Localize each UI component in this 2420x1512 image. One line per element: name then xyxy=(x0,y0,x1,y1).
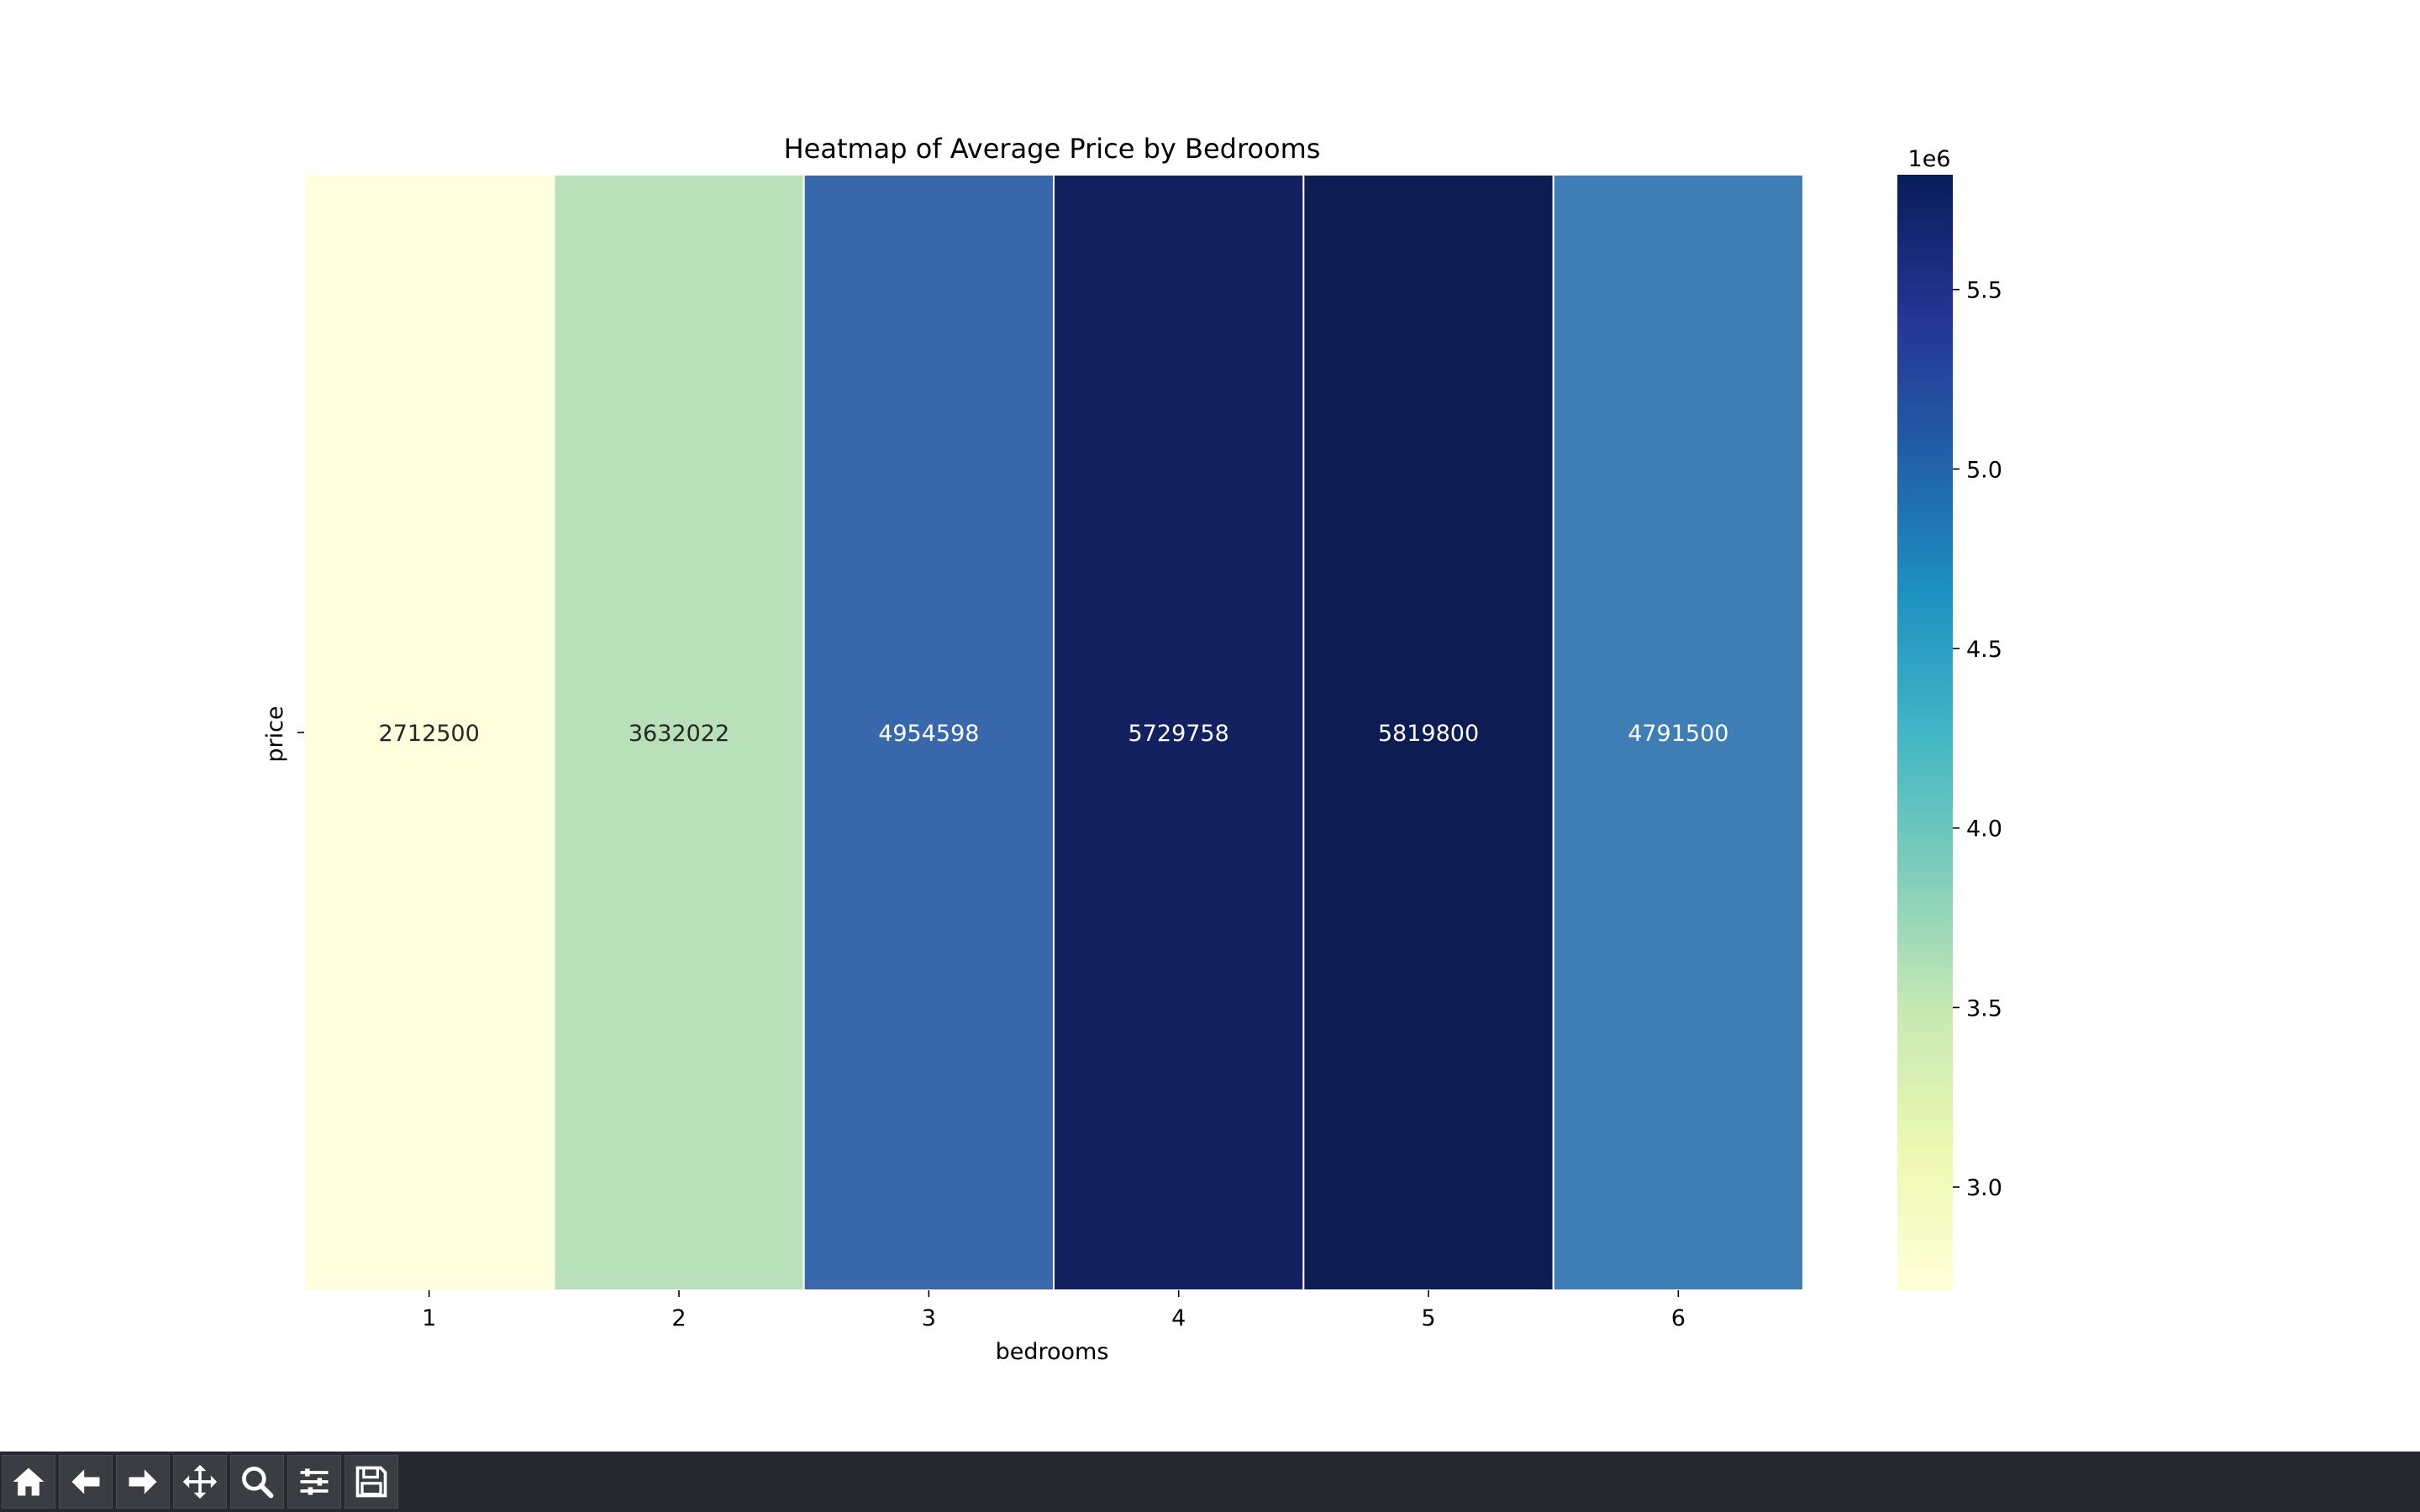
cell-annotation-1: 2712500 xyxy=(379,721,480,747)
heatmap-cell-4 xyxy=(1053,174,1305,1291)
zoom-button[interactable] xyxy=(230,1455,284,1509)
cell-annotation-4: 5729758 xyxy=(1128,721,1229,747)
x-axis: 1 2 3 4 5 6 xyxy=(422,1290,1686,1331)
x-tick-label-4: 4 xyxy=(1171,1305,1186,1331)
x-axis-label: bedrooms xyxy=(996,1339,1109,1365)
heatmap-cell-6 xyxy=(1552,174,1804,1291)
heatmap-cells xyxy=(303,174,1804,1291)
colorbar-tick-label-5: 5.5 xyxy=(1966,278,2002,304)
cell-annotation-5: 5819800 xyxy=(1378,721,1479,747)
x-tick-label-5: 5 xyxy=(1421,1305,1435,1331)
pan-icon xyxy=(182,1464,218,1499)
cell-annotations: 2712500 3632022 4954598 5729758 5819800 47915… xyxy=(379,721,1729,747)
forward-icon xyxy=(129,1469,157,1494)
back-icon xyxy=(71,1469,100,1494)
colorbar-tick-label-1: 3.5 xyxy=(1966,995,2002,1021)
heatmap-cell-5 xyxy=(1302,174,1555,1291)
home-icon xyxy=(13,1467,45,1496)
heatmap-cell-1 xyxy=(303,174,555,1291)
colorbar-tick-label-3: 4.5 xyxy=(1966,637,2002,663)
heatmap-cell-3 xyxy=(802,174,1055,1291)
colorbar-tick-label-4: 5.0 xyxy=(1966,457,2002,483)
colorbar xyxy=(1897,175,1953,1290)
x-tick-label-6: 6 xyxy=(1671,1305,1686,1331)
colorbar-offset-label: 1e6 xyxy=(1908,146,1951,172)
figure-canvas: Heatmap of Average Price by Bedrooms 271… xyxy=(262,133,2002,1365)
back-button[interactable] xyxy=(59,1455,113,1509)
chart-title: Heatmap of Average Price by Bedrooms xyxy=(784,133,1321,165)
x-tick-label-1: 1 xyxy=(422,1305,436,1331)
save-button[interactable] xyxy=(345,1455,398,1509)
x-tick-label-2: 2 xyxy=(671,1305,686,1331)
heatmap-cell-2 xyxy=(553,174,805,1291)
heatmap-chart: Heatmap of Average Price by Bedrooms 271… xyxy=(262,133,2002,1365)
colorbar-axis: 3.0 3.5 4.0 4.5 5.0 5.5 xyxy=(1953,278,2002,1201)
configure-subplots-icon xyxy=(300,1468,329,1495)
navigation-toolbar xyxy=(0,1452,2420,1512)
home-button[interactable] xyxy=(2,1455,55,1509)
zoom-icon xyxy=(242,1467,274,1499)
colorbar-tick-label-0: 3.0 xyxy=(1966,1175,2002,1201)
x-tick-label-3: 3 xyxy=(922,1305,936,1331)
cell-annotation-3: 4954598 xyxy=(878,721,979,747)
cell-annotation-2: 3632022 xyxy=(629,721,729,747)
colorbar-tick-label-2: 4.0 xyxy=(1966,816,2002,843)
configure-subplots-button[interactable] xyxy=(287,1455,341,1509)
forward-button[interactable] xyxy=(116,1455,170,1509)
cell-annotation-6: 4791500 xyxy=(1628,721,1728,747)
save-icon xyxy=(355,1466,387,1498)
pan-button[interactable] xyxy=(173,1455,227,1509)
y-axis-label: price xyxy=(262,706,288,762)
